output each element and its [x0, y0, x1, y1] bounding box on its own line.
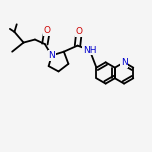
Text: NH: NH — [83, 46, 96, 55]
Text: O: O — [76, 27, 83, 36]
Text: N: N — [48, 51, 55, 60]
Text: N: N — [121, 58, 127, 67]
Text: O: O — [44, 26, 51, 35]
